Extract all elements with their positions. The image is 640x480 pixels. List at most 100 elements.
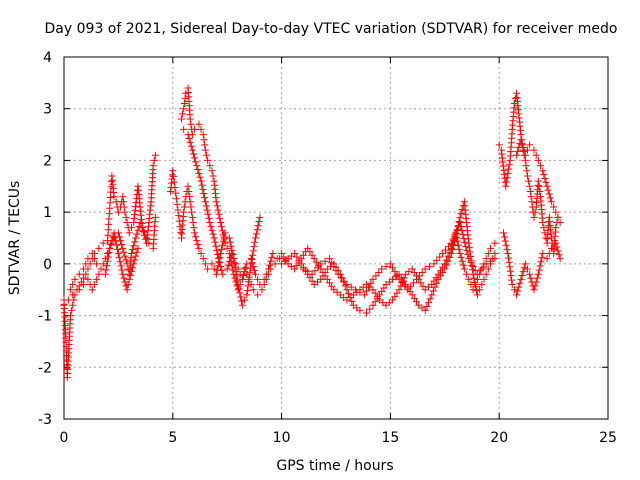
data-point: [269, 250, 277, 258]
data-point: [187, 203, 195, 211]
data-point: [102, 266, 110, 274]
data-point: [190, 224, 198, 232]
data-point: [473, 291, 481, 299]
data-point: [267, 265, 275, 273]
data-point: [141, 231, 149, 239]
data-point: [199, 185, 207, 193]
data-point: [525, 177, 533, 185]
data-point: [129, 246, 137, 254]
data-point: [233, 282, 241, 290]
data-point: [459, 261, 467, 269]
data-point: [120, 248, 128, 256]
data-point: [433, 256, 441, 264]
data-point: [395, 275, 403, 283]
data-point: [482, 270, 490, 278]
data-point: [173, 200, 181, 208]
data-point: [531, 208, 539, 216]
data-point: [243, 291, 251, 299]
data-point: [240, 271, 248, 279]
data-point: [505, 161, 513, 169]
data-point: [118, 266, 126, 274]
data-point: [95, 244, 103, 252]
data-point: [151, 213, 159, 221]
data-point: [328, 259, 336, 267]
data-point: [119, 198, 127, 206]
data-point: [501, 237, 509, 245]
data-point: [220, 235, 228, 243]
data-point: [534, 177, 542, 185]
data-point: [393, 271, 401, 279]
data-point: [234, 265, 242, 273]
data-point: [540, 171, 548, 179]
data-point: [215, 210, 223, 218]
data-point: [195, 120, 203, 128]
data-point: [189, 218, 197, 226]
data-point: [138, 224, 146, 232]
data-point: [254, 222, 262, 230]
data-point: [258, 286, 266, 294]
data-point: [469, 262, 477, 270]
data-point: [314, 263, 322, 271]
x-tick-label: 20: [490, 430, 508, 446]
data-point: [500, 233, 508, 241]
data-point: [423, 303, 431, 311]
data-point: [507, 272, 515, 280]
data-point: [550, 203, 558, 211]
data-point: [88, 250, 96, 258]
data-point: [538, 254, 546, 262]
data-point: [478, 281, 486, 289]
data-point: [238, 297, 246, 305]
data-point: [553, 243, 561, 251]
data-point: [105, 249, 113, 257]
data-point: [461, 239, 469, 247]
data-point: [523, 167, 531, 175]
data-point: [532, 278, 540, 286]
data-point: [352, 286, 360, 294]
data-point: [80, 274, 88, 282]
data-point: [317, 260, 325, 268]
data-point: [227, 242, 235, 250]
data-point: [125, 275, 133, 283]
data-point: [248, 259, 256, 267]
data-point: [69, 291, 77, 299]
data-point: [254, 291, 262, 299]
data-point: [196, 173, 204, 181]
data-point: [530, 213, 538, 221]
data-point: [413, 275, 421, 283]
data-point: [217, 250, 225, 258]
data-point: [348, 297, 356, 305]
data-point: [520, 264, 528, 272]
data-point: [534, 156, 542, 164]
data-point: [197, 250, 205, 258]
data-point: [540, 224, 548, 232]
data-point: [539, 218, 547, 226]
data-point: [543, 255, 551, 263]
data-point: [502, 182, 510, 190]
data-point: [365, 283, 373, 291]
data-point: [449, 235, 457, 243]
data-point: [503, 245, 511, 253]
data-point: [134, 244, 142, 252]
data-point: [543, 182, 551, 190]
data-point: [226, 238, 234, 246]
data-point: [177, 228, 185, 236]
data-point: [199, 255, 207, 263]
data-point: [522, 162, 530, 170]
data-point: [212, 270, 220, 278]
data-point: [201, 141, 209, 149]
data-point: [114, 250, 122, 258]
data-point: [113, 241, 121, 249]
data-point: [360, 291, 368, 299]
data-point: [104, 253, 112, 261]
data-point: [75, 282, 83, 290]
data-point: [544, 186, 552, 194]
data-point: [444, 252, 452, 260]
data-point: [457, 209, 465, 217]
y-tick-label: 1: [43, 205, 52, 221]
grid: [64, 57, 608, 419]
data-point: [446, 248, 454, 256]
data-point: [209, 172, 217, 180]
data-point: [345, 290, 353, 298]
data-point: [375, 268, 383, 276]
